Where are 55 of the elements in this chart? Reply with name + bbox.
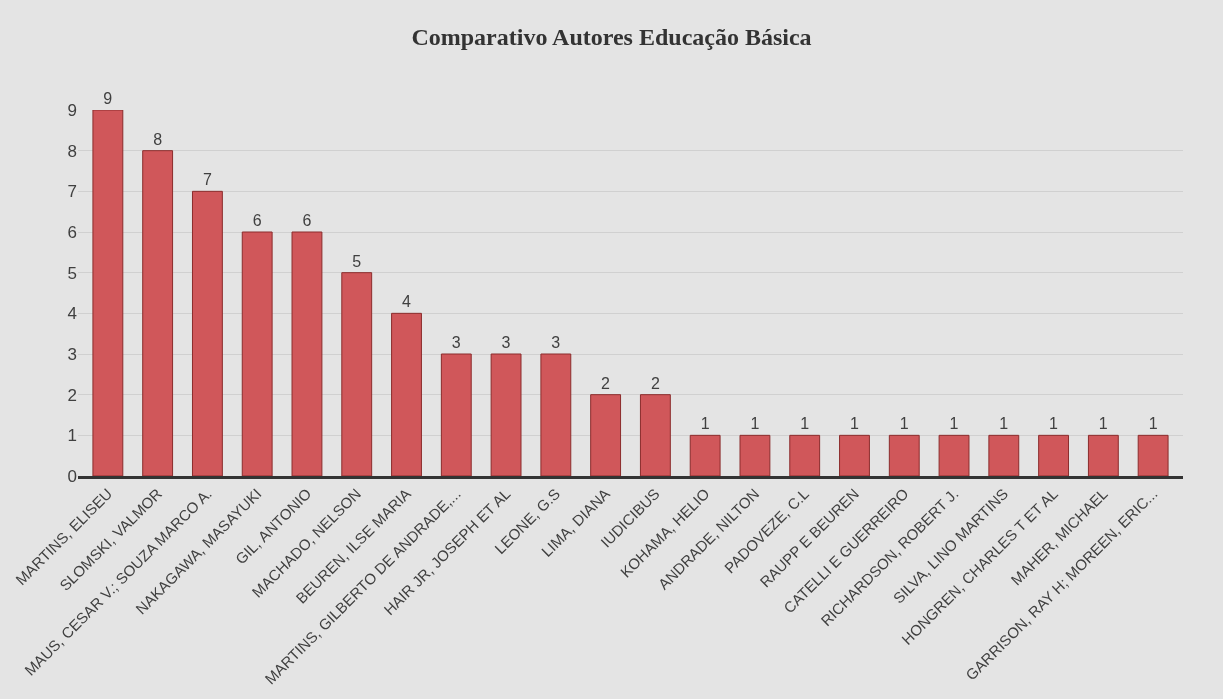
data-label: 1 [1049, 415, 1059, 433]
data-label: 1 [849, 415, 859, 433]
y-tick-label: 7 [67, 182, 77, 202]
bar [241, 231, 273, 476]
data-label: 8 [153, 130, 163, 148]
bar [142, 150, 174, 476]
chart-title: Comparativo Autores Educação Básica [411, 23, 812, 50]
bar [888, 434, 920, 476]
data-label: 7 [202, 171, 212, 189]
y-tick-label: 4 [67, 304, 77, 324]
y-tick-label: 9 [67, 100, 77, 120]
bar [540, 353, 572, 476]
bar [191, 190, 223, 476]
data-label: 1 [949, 415, 959, 433]
data-label: 1 [1148, 415, 1158, 433]
bar [291, 231, 323, 476]
y-tick-label: 1 [67, 426, 77, 446]
data-label: 3 [501, 334, 511, 351]
y-tick-label: 2 [67, 385, 77, 405]
data-label: 1 [800, 415, 810, 433]
y-tick-label: 6 [67, 222, 77, 242]
data-label: 1 [750, 415, 760, 433]
bar [1038, 434, 1070, 476]
data-label: 3 [451, 334, 461, 351]
bar [391, 312, 422, 476]
y-tick-label: 8 [67, 141, 77, 161]
bar [341, 272, 373, 476]
bar [1137, 434, 1169, 476]
bar [839, 434, 870, 476]
data-label: 9 [103, 90, 113, 107]
data-label: 4 [402, 293, 412, 311]
data-label: 1 [899, 415, 909, 433]
bar [440, 353, 472, 476]
bar [92, 110, 124, 476]
y-tick-label: 0 [67, 466, 77, 486]
bar [1087, 434, 1119, 476]
y-tick-label: 5 [67, 263, 77, 283]
bar [988, 434, 1020, 476]
data-label: 1 [999, 415, 1009, 433]
y-tick-label: 3 [67, 344, 77, 364]
data-label: 5 [352, 252, 362, 270]
bar [639, 394, 671, 476]
bar [689, 434, 721, 476]
bar [590, 394, 622, 476]
data-label: 1 [700, 415, 710, 433]
data-label: 6 [252, 212, 262, 229]
bar [490, 353, 522, 476]
data-label: 6 [302, 212, 312, 229]
bar [938, 434, 970, 476]
data-label: 1 [1098, 415, 1108, 433]
bar [739, 434, 771, 476]
data-label: 2 [650, 374, 660, 392]
bar [789, 434, 821, 476]
data-label: 2 [601, 374, 611, 392]
data-label: 3 [551, 334, 561, 351]
